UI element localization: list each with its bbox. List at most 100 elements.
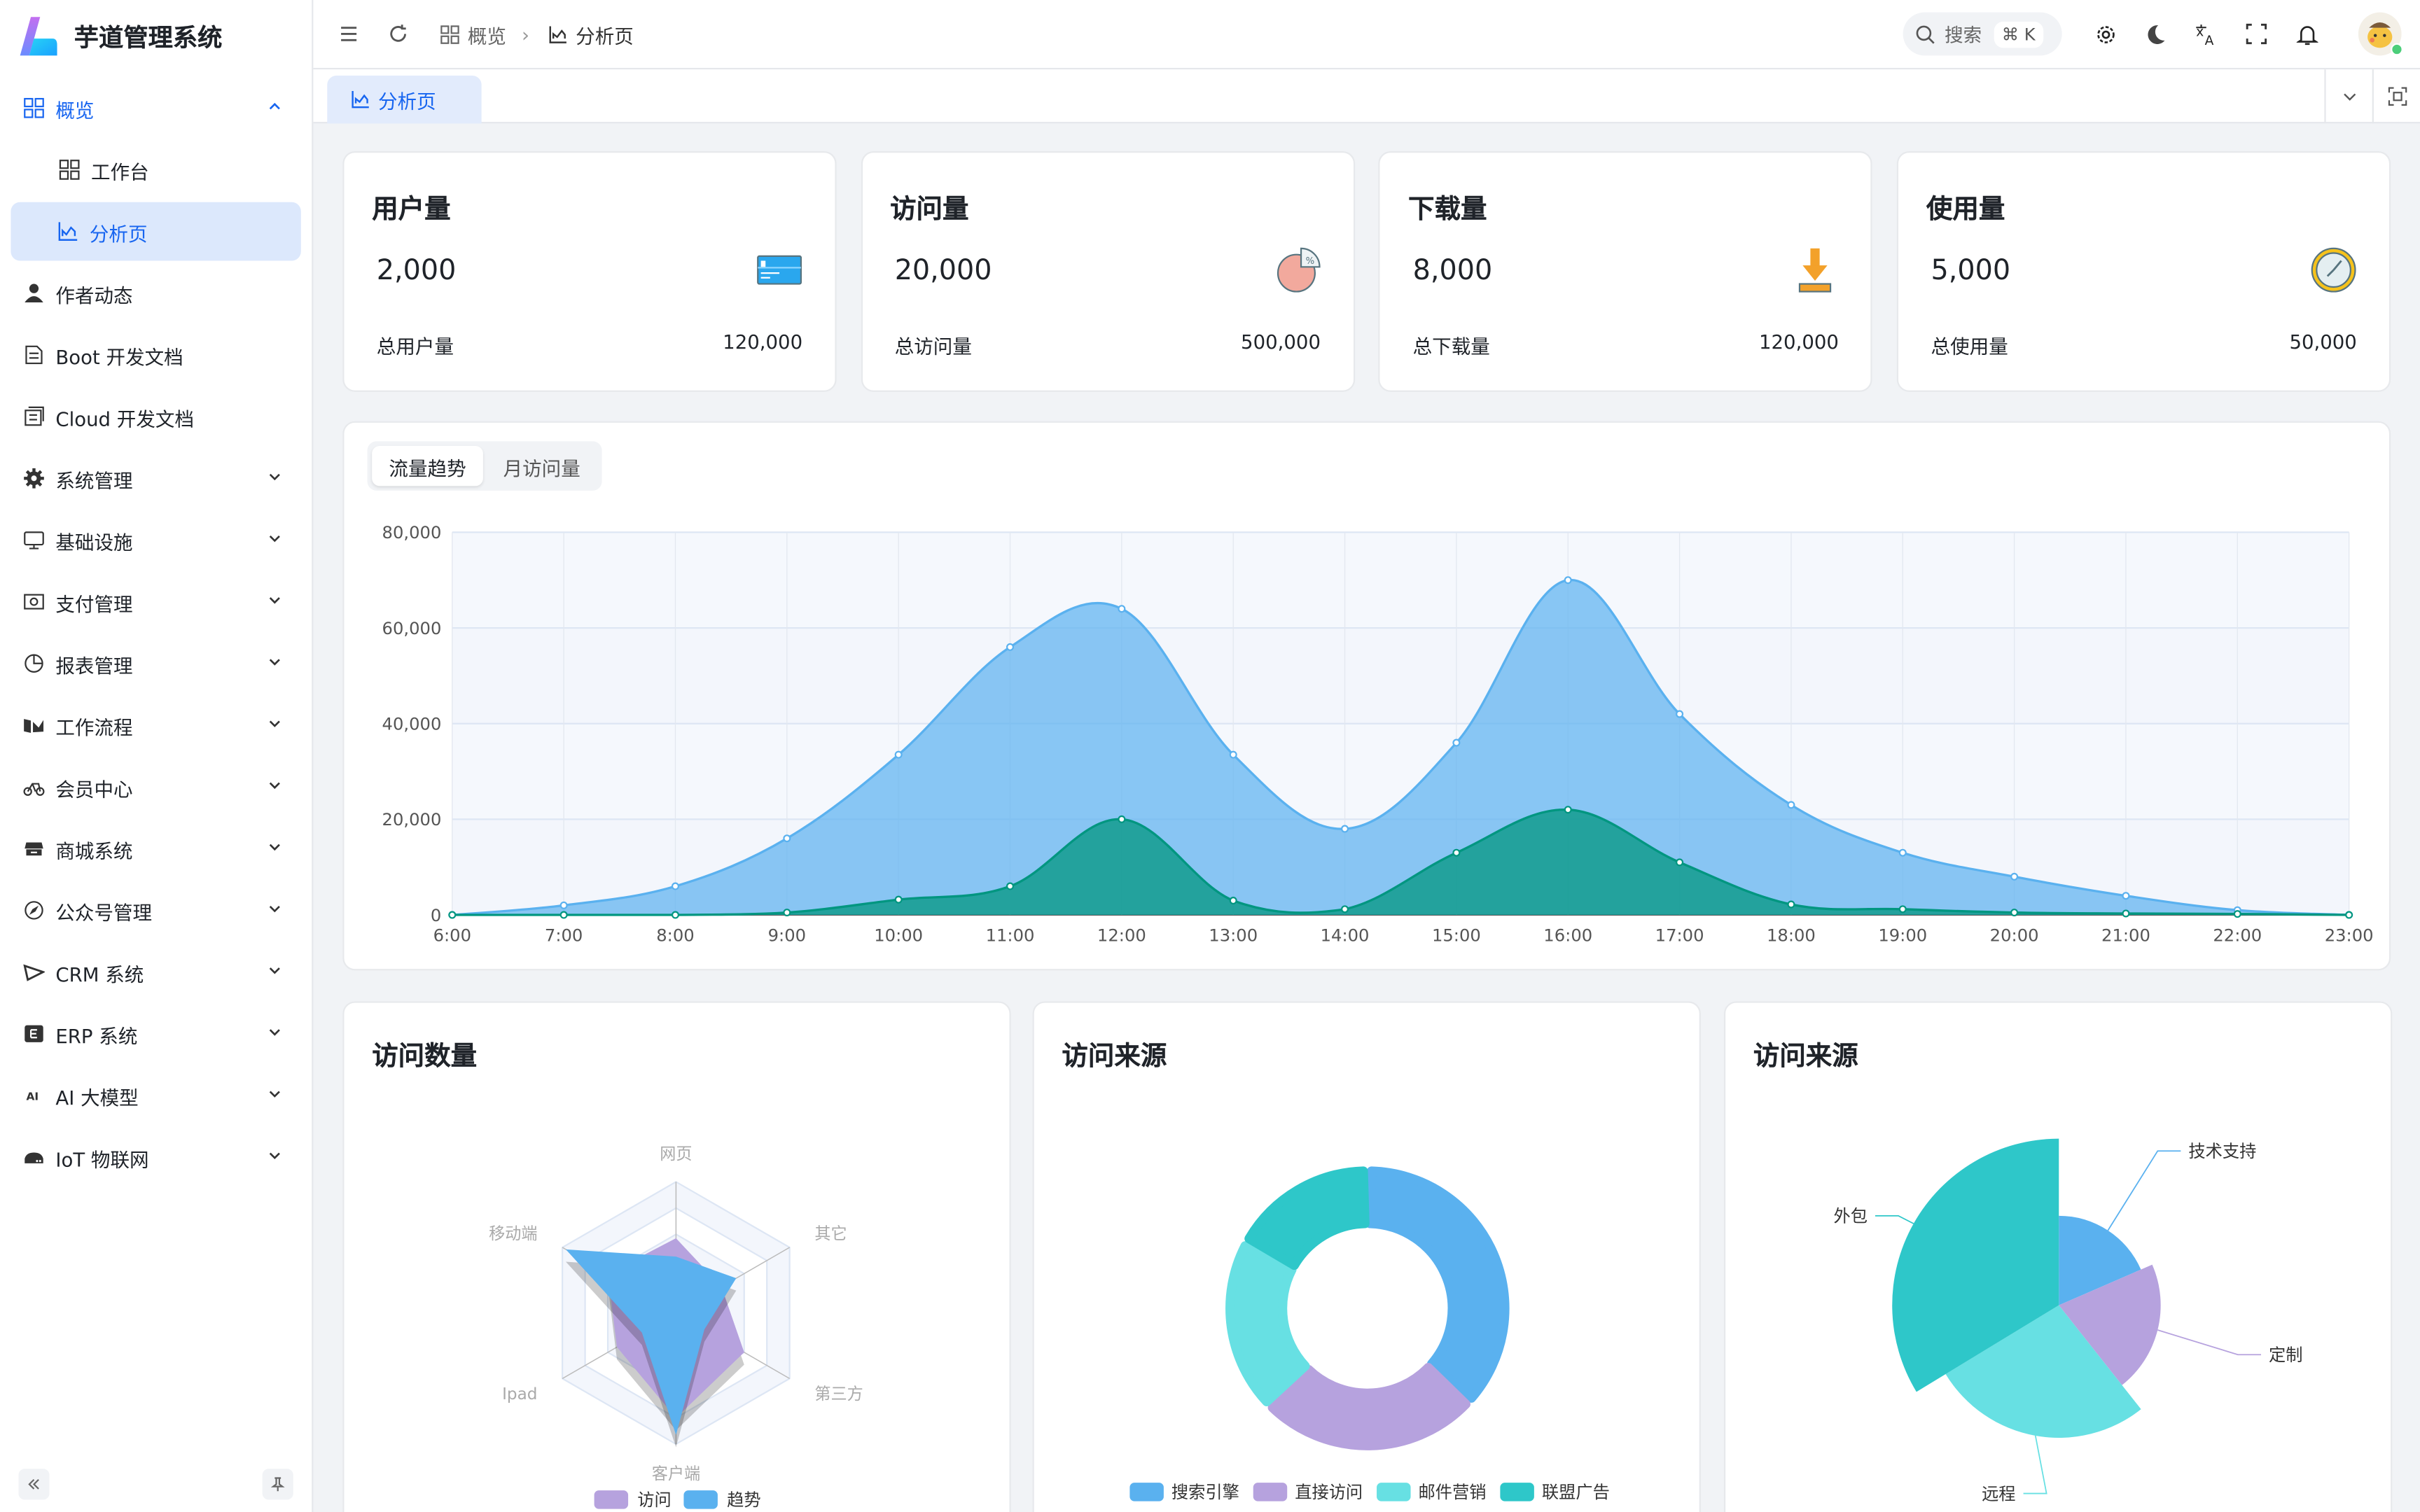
data-point[interactable] xyxy=(2010,909,2019,917)
data-point[interactable] xyxy=(2122,909,2130,918)
label-line xyxy=(1875,1214,1914,1224)
radar-area-1 xyxy=(566,1249,737,1435)
rose-slice-0[interactable] xyxy=(2059,1215,2141,1306)
data-point[interactable] xyxy=(1229,897,1237,905)
data-point[interactable] xyxy=(559,901,568,909)
donut-slice-3[interactable] xyxy=(1244,1166,1370,1270)
data-point[interactable] xyxy=(448,911,457,919)
tabs-dropdown-button[interactable] xyxy=(2324,69,2372,124)
sidebar-item-0[interactable]: 概览 xyxy=(0,77,312,139)
legend-swatch[interactable] xyxy=(594,1490,629,1509)
sidebar-item-2[interactable]: 分析页 xyxy=(11,202,301,261)
data-point[interactable] xyxy=(1341,905,1349,913)
menu-toggle-icon[interactable] xyxy=(336,22,361,46)
data-point[interactable] xyxy=(2345,911,2353,919)
legend-swatch[interactable] xyxy=(1253,1483,1288,1502)
sidebar-item-5[interactable]: Cloud 开发文档 xyxy=(0,386,312,447)
data-point[interactable] xyxy=(783,834,791,843)
rose-slice-2[interactable] xyxy=(1945,1305,2141,1438)
sidebar-item-14[interactable]: CRM 系统 xyxy=(0,941,312,1003)
sidebar-item-3[interactable]: 作者动态 xyxy=(0,262,312,324)
data-point[interactable] xyxy=(1898,905,1907,913)
search-button[interactable]: 搜索 ⌘ K xyxy=(1903,12,2062,56)
data-point[interactable] xyxy=(559,911,568,919)
legend-label[interactable]: 邮件营销 xyxy=(1419,1482,1487,1502)
sidebar-item-4[interactable]: Boot 开发文档 xyxy=(0,324,312,386)
chevron-down-icon xyxy=(265,468,284,486)
sidebar-item-12[interactable]: 商城系统 xyxy=(0,818,312,879)
breadcrumb-overview[interactable]: 概览 xyxy=(467,24,506,48)
legend-label[interactable]: 搜索引擎 xyxy=(1171,1482,1239,1502)
stat-total-label: 总使用量 xyxy=(1931,335,2008,358)
legend-swatch[interactable] xyxy=(1129,1483,1164,1502)
sidebar-item-13[interactable]: 公众号管理 xyxy=(0,879,312,941)
tab-traffic-trend[interactable]: 流量趋势 xyxy=(372,445,483,486)
legend-swatch[interactable] xyxy=(1377,1483,1411,1502)
tab-analysis[interactable]: 分析页 xyxy=(327,76,482,124)
sidebar-item-1[interactable]: 工作台 xyxy=(0,139,312,200)
traffic-trend-chart: 0 20,000 40,000 60,000 80,000 6:00 7:00 8:00 9:0… xyxy=(382,522,2374,945)
legend-label[interactable]: 直接访问 xyxy=(1295,1482,1363,1502)
stat-total-value: 120,000 xyxy=(723,330,803,354)
data-point[interactable] xyxy=(894,750,903,759)
data-point[interactable] xyxy=(2233,910,2241,918)
data-point[interactable] xyxy=(1229,750,1237,759)
rose-slice-1[interactable] xyxy=(2059,1264,2161,1385)
data-point[interactable] xyxy=(1676,710,1684,718)
data-point[interactable] xyxy=(1006,882,1015,890)
data-point[interactable] xyxy=(1676,858,1684,867)
sidebar-item-16[interactable]: AI AI 大模型 xyxy=(0,1065,312,1126)
app-logo[interactable]: 芋道管理系统 xyxy=(0,0,312,69)
notification-bell-icon[interactable] xyxy=(2295,22,2319,46)
data-point[interactable] xyxy=(1898,848,1907,857)
sidebar-item-17[interactable]: IoT 物联网 xyxy=(0,1126,312,1188)
money-icon xyxy=(23,591,45,612)
legend-swatch[interactable] xyxy=(683,1490,718,1509)
legend-label[interactable]: 访问 xyxy=(637,1490,671,1510)
pin-sidebar-button[interactable] xyxy=(262,1469,293,1500)
data-point[interactable] xyxy=(1564,806,1572,814)
chevron-down-icon xyxy=(265,899,284,918)
donut-slice-1[interactable] xyxy=(1267,1363,1470,1450)
data-point[interactable] xyxy=(1564,576,1572,584)
data-point[interactable] xyxy=(2010,872,2019,881)
dark-mode-moon-icon[interactable] xyxy=(2142,22,2167,46)
data-point[interactable] xyxy=(894,895,903,904)
data-point[interactable] xyxy=(671,911,679,919)
donut-slice-2[interactable] xyxy=(1225,1241,1310,1407)
rose-slice-3[interactable] xyxy=(1892,1138,2059,1392)
sidebar-item-11[interactable]: 会员中心 xyxy=(0,756,312,818)
settings-gear-icon[interactable] xyxy=(2093,22,2118,46)
sidebar-item-10[interactable]: 工作流程 xyxy=(0,694,312,756)
donut-slice-0[interactable] xyxy=(1365,1166,1510,1403)
monitor-icon xyxy=(23,529,45,551)
data-point[interactable] xyxy=(1341,825,1349,833)
collapse-sidebar-button[interactable] xyxy=(18,1469,50,1500)
legend-swatch[interactable] xyxy=(1500,1483,1534,1502)
data-point[interactable] xyxy=(1787,900,1795,909)
y-tick-label: 60,000 xyxy=(382,618,442,638)
refresh-icon[interactable] xyxy=(386,22,410,46)
label-line xyxy=(2023,1435,2047,1494)
data-point[interactable] xyxy=(1452,738,1461,747)
sidebar-item-6[interactable]: 系统管理 xyxy=(0,447,312,509)
legend-label[interactable]: 趋势 xyxy=(727,1490,760,1510)
data-point[interactable] xyxy=(1118,605,1126,613)
data-point[interactable] xyxy=(671,882,679,890)
fullscreen-icon[interactable] xyxy=(2244,22,2269,46)
user-avatar[interactable] xyxy=(2358,12,2403,56)
maximize-content-button[interactable] xyxy=(2372,69,2420,124)
sidebar-item-8[interactable]: 支付管理 xyxy=(0,571,312,633)
data-point[interactable] xyxy=(1787,801,1795,809)
data-point[interactable] xyxy=(1452,848,1461,857)
data-point[interactable] xyxy=(2122,892,2130,900)
sidebar-item-9[interactable]: 报表管理 xyxy=(0,633,312,694)
sidebar-item-15[interactable]: ERP 系统 xyxy=(0,1003,312,1065)
tab-monthly-visits[interactable]: 月访问量 xyxy=(503,456,580,479)
sidebar-item-7[interactable]: 基础设施 xyxy=(0,509,312,570)
data-point[interactable] xyxy=(783,909,791,917)
legend-label[interactable]: 联盟广告 xyxy=(1542,1482,1610,1502)
data-point[interactable] xyxy=(1006,643,1015,651)
data-point[interactable] xyxy=(1118,815,1126,823)
